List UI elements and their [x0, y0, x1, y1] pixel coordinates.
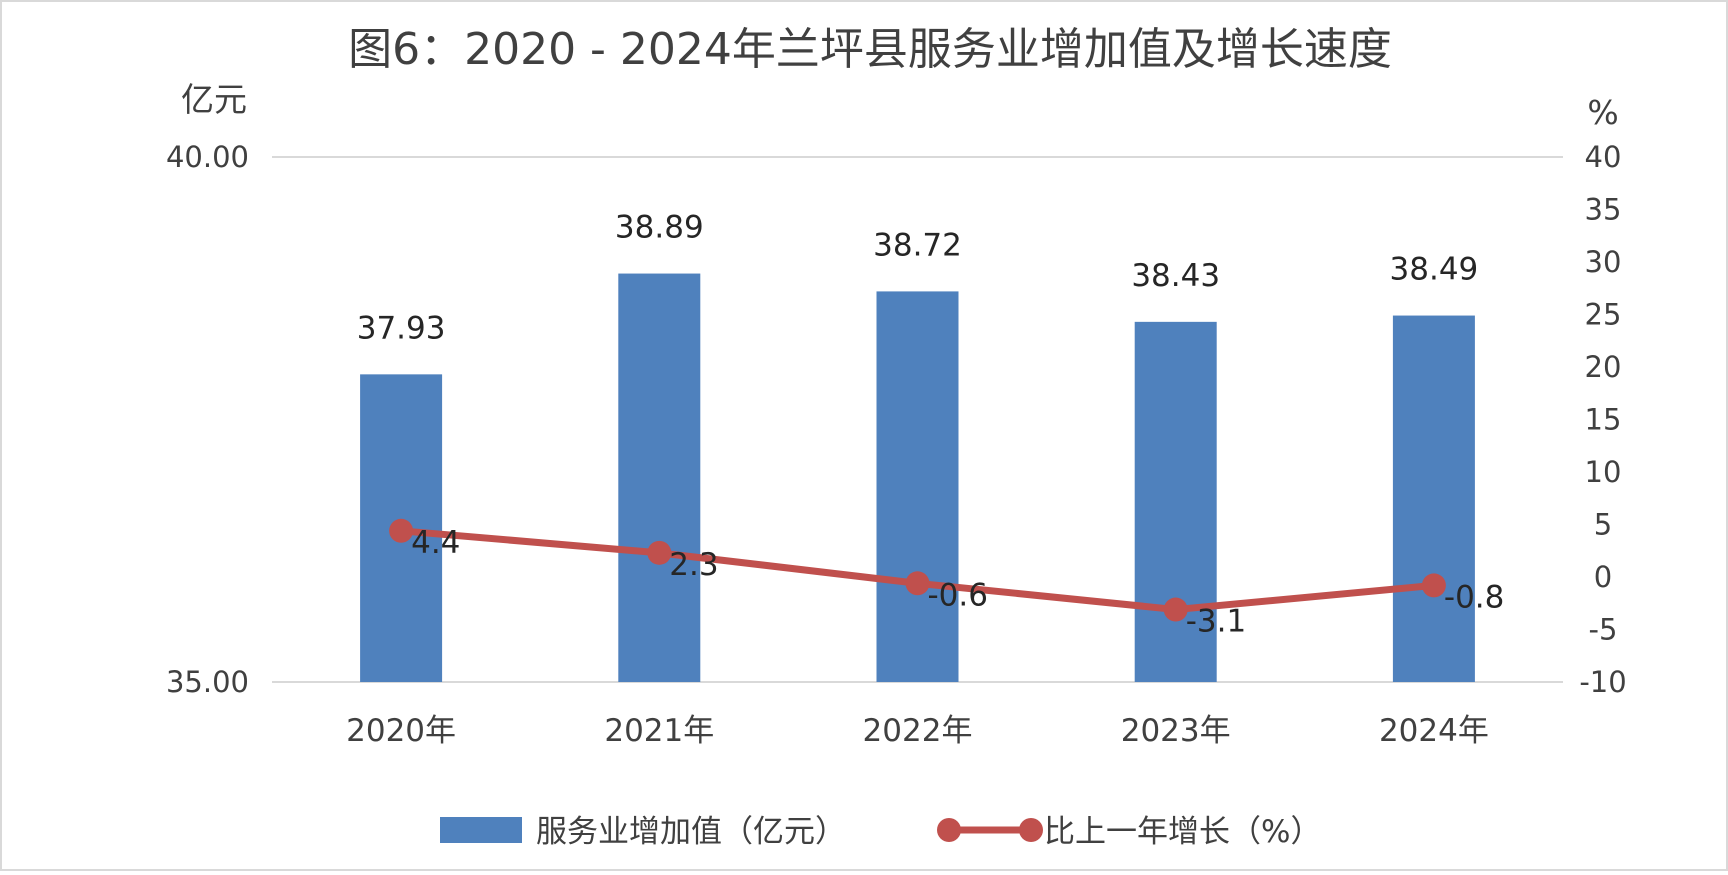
line-data-label: -0.8 — [1444, 579, 1505, 615]
chart-title: 图6：2020 - 2024年兰坪县服务业增加值及增长速度 — [348, 24, 1392, 75]
right-axis-ticks: -10 -5 0 5 10 15 20 25 30 35 40 — [1579, 140, 1626, 699]
bar-2022年 — [876, 291, 959, 682]
line-data-label: -0.6 — [928, 577, 989, 613]
right-tick-label: 40 — [1585, 140, 1622, 174]
left-axis-ticks: 35.00 40.00 — [166, 140, 249, 699]
legend-line-label: 比上一年增长（%） — [1044, 814, 1321, 850]
line-data-labels: 4.4 2.3 -0.6 -3.1 -0.8 — [411, 525, 1504, 640]
bar-data-labels: 37.93 38.89 38.72 38.43 38.49 — [357, 210, 1479, 347]
growth-point-2023年 — [1163, 597, 1188, 622]
right-tick-label: 0 — [1594, 560, 1612, 594]
right-tick-label: -5 — [1589, 613, 1618, 647]
right-tick-label: 15 — [1585, 403, 1622, 437]
bar-data-label: 38.43 — [1131, 258, 1220, 294]
left-tick-label: 40.00 — [166, 140, 249, 174]
bar-data-label: 38.72 — [873, 227, 962, 263]
right-tick-label: 25 — [1585, 298, 1622, 332]
bar-data-label: 37.93 — [357, 310, 446, 346]
right-tick-label: 30 — [1585, 245, 1622, 279]
line-data-label: -3.1 — [1186, 604, 1247, 640]
bar-2024年 — [1392, 315, 1475, 682]
category-label: 2022年 — [863, 713, 973, 749]
bar-2021年 — [618, 273, 701, 682]
right-tick-label: 10 — [1585, 455, 1622, 489]
line-series — [389, 518, 1446, 622]
bar-series — [360, 273, 1475, 682]
bar-data-label: 38.49 — [1390, 252, 1479, 288]
growth-point-2024年 — [1421, 573, 1446, 598]
category-label: 2020年 — [346, 713, 456, 749]
right-tick-label: -10 — [1579, 665, 1626, 699]
right-tick-label: 35 — [1585, 193, 1622, 227]
category-label: 2024年 — [1379, 713, 1489, 749]
growth-point-2021年 — [647, 540, 672, 565]
right-tick-label: 5 — [1594, 508, 1612, 542]
line-data-label: 2.3 — [669, 547, 718, 583]
legend: 服务业增加值（亿元） 比上一年增长（%） — [440, 814, 1321, 850]
right-axis-unit: % — [1587, 93, 1618, 132]
legend-bar-swatch — [440, 817, 522, 843]
line-data-label: 4.4 — [411, 525, 460, 561]
bar-data-label: 38.89 — [615, 210, 704, 246]
growth-point-2020年 — [389, 518, 414, 543]
category-label: 2021年 — [604, 713, 714, 749]
left-tick-label: 35.00 — [166, 665, 249, 699]
right-tick-label: 20 — [1585, 350, 1622, 384]
category-label: 2023年 — [1121, 713, 1231, 749]
legend-line-marker-left — [937, 818, 961, 842]
legend-bar-label: 服务业增加值（亿元） — [536, 814, 846, 850]
legend-line-marker-right — [1019, 818, 1043, 842]
left-axis-unit: 亿元 — [181, 80, 247, 119]
bar-2023年 — [1134, 321, 1217, 682]
growth-point-2022年 — [905, 571, 930, 596]
category-axis-labels: 2020年 2021年 2022年 2023年 2024年 — [346, 713, 1489, 749]
